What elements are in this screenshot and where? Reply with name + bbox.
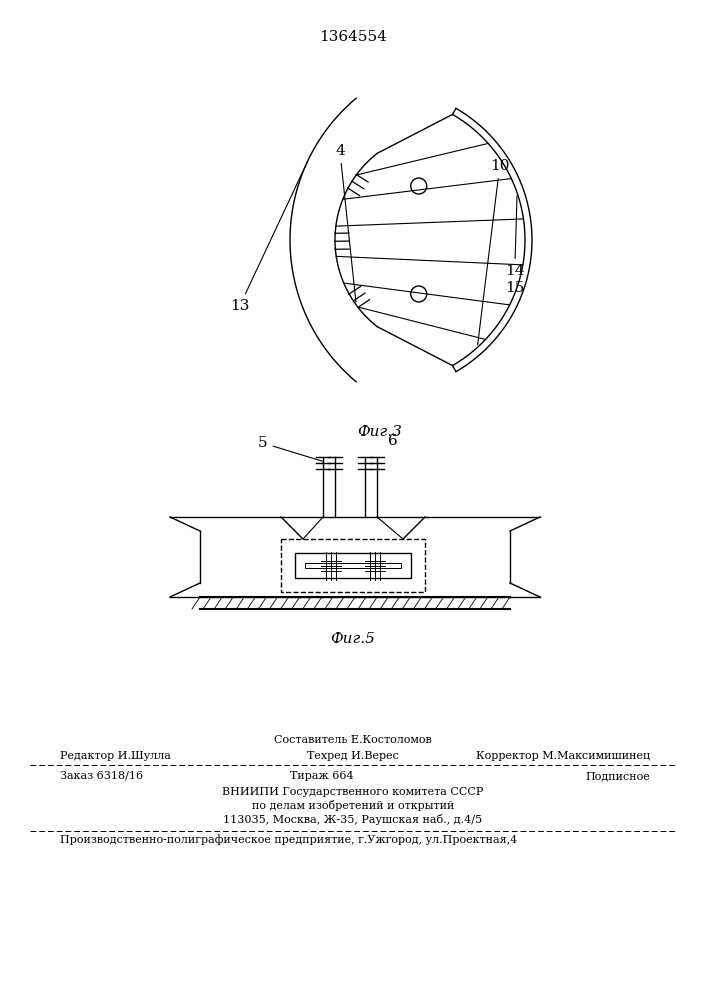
Text: 13: 13 bbox=[230, 162, 308, 313]
Text: Корректор М.Максимишинец: Корректор М.Максимишинец bbox=[476, 751, 650, 761]
Text: Редактор И.Шулла: Редактор И.Шулла bbox=[60, 751, 171, 761]
Text: Заказ 6318/16: Заказ 6318/16 bbox=[60, 771, 143, 781]
Text: 4: 4 bbox=[335, 144, 356, 302]
Text: ВНИИПИ Государственного комитета СССР: ВНИИПИ Государственного комитета СССР bbox=[222, 787, 484, 797]
Text: Фиг.5: Фиг.5 bbox=[331, 632, 375, 646]
Text: Техред И.Верес: Техред И.Верес bbox=[307, 751, 399, 761]
Text: 113035, Москва, Ж-35, Раушская наб., д.4/5: 113035, Москва, Ж-35, Раушская наб., д.4… bbox=[223, 814, 483, 825]
Text: Подписное: Подписное bbox=[585, 771, 650, 781]
Text: Производственно-полиграфическое предприятие, г.Ужгород, ул.Проектная,4: Производственно-полиграфическое предприя… bbox=[60, 834, 518, 845]
Text: 15: 15 bbox=[505, 281, 525, 295]
Text: Тираж 664: Тираж 664 bbox=[290, 771, 354, 781]
Bar bbox=[281, 539, 425, 592]
Text: Фиг.3: Фиг.3 bbox=[358, 425, 402, 439]
Text: Составитель Е.Костоломов: Составитель Е.Костоломов bbox=[274, 735, 432, 745]
Text: 14: 14 bbox=[505, 196, 525, 278]
Text: 6: 6 bbox=[388, 434, 398, 448]
Text: по делам изобретений и открытий: по делам изобретений и открытий bbox=[252, 800, 454, 811]
Text: 5: 5 bbox=[258, 436, 322, 461]
Text: 10: 10 bbox=[478, 159, 510, 345]
Text: 1364554: 1364554 bbox=[319, 30, 387, 44]
Bar bbox=[295, 553, 411, 578]
Bar bbox=[305, 563, 401, 568]
